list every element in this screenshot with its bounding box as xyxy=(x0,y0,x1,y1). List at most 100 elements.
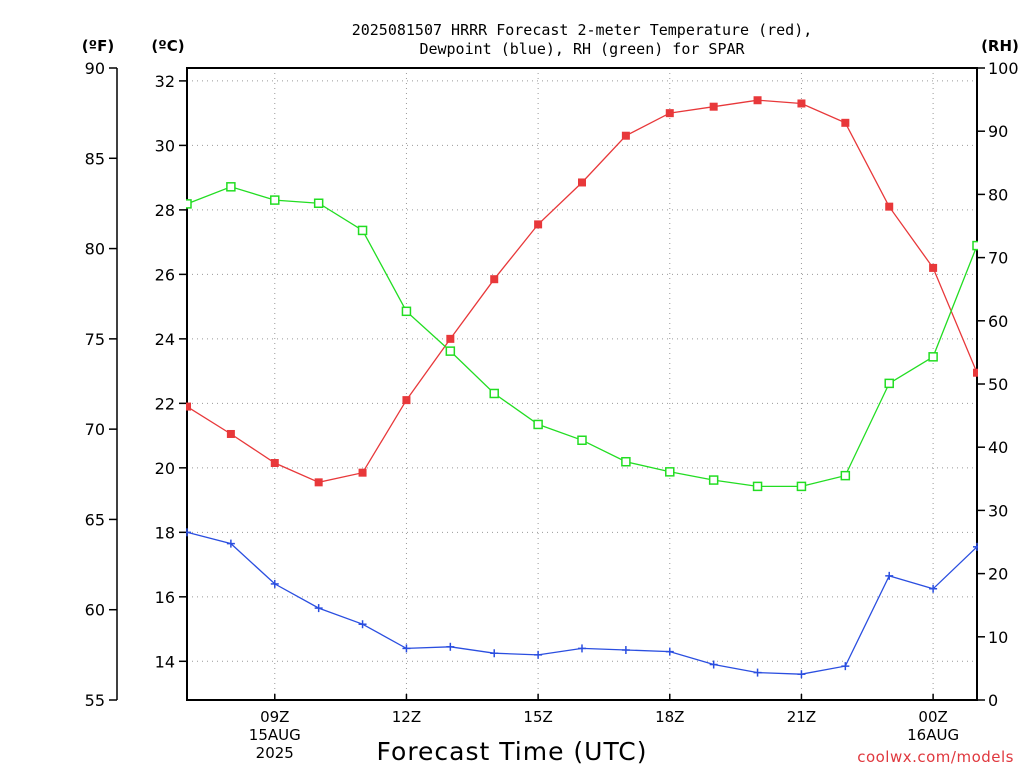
rh-tick-label: 20 xyxy=(988,565,1008,584)
rh-point xyxy=(226,182,236,192)
celsius-tick-label: 18 xyxy=(155,523,175,542)
dewpoint-point xyxy=(885,571,894,580)
x-tick-label: 16AUG xyxy=(907,726,959,744)
rh-tick-label: 10 xyxy=(988,628,1008,647)
fahrenheit-tick-label: 60 xyxy=(85,601,105,620)
rh-point xyxy=(533,419,543,430)
dewpoint-point xyxy=(534,650,543,659)
title-line-1: 2025081507 HRRR Forecast 2-meter Tempera… xyxy=(352,21,813,39)
celsius-unit-label: (ºC) xyxy=(151,37,184,55)
rh-tick-label: 100 xyxy=(988,59,1019,78)
rh-tick-label: 90 xyxy=(988,122,1008,141)
x-tick-label: 00Z xyxy=(918,708,947,726)
rh-point xyxy=(972,240,978,251)
dewpoint-point xyxy=(270,579,279,588)
fahrenheit-tick-label: 85 xyxy=(85,149,105,168)
temperature-point xyxy=(665,109,674,118)
dewpoint-point xyxy=(490,649,499,658)
rh-point xyxy=(840,470,851,481)
rh-point xyxy=(313,198,324,208)
fahrenheit-tick-label: 55 xyxy=(85,691,105,710)
temperature-point xyxy=(490,275,499,284)
fahrenheit-unit-label: (ºF) xyxy=(82,37,114,55)
x-tick-label: 15Z xyxy=(523,708,552,726)
celsius-tick-label: 28 xyxy=(155,201,175,220)
temperature-point xyxy=(186,402,191,411)
rh-tick-label: 80 xyxy=(988,185,1008,204)
temperature-point xyxy=(534,220,543,229)
celsius-tick-label: 24 xyxy=(155,330,175,349)
temperature-point xyxy=(358,468,367,477)
x-tick-label: 2025 xyxy=(256,744,294,762)
rh-point xyxy=(489,388,499,399)
temperature-point xyxy=(314,478,323,487)
dewpoint-line xyxy=(186,531,978,675)
temperature-point xyxy=(885,202,894,211)
rh-point xyxy=(928,352,938,362)
rh-point xyxy=(884,378,894,389)
temperature-point xyxy=(973,368,978,377)
fahrenheit-tick-label: 65 xyxy=(85,510,105,529)
data-series xyxy=(186,96,978,679)
rh-tick-label: 50 xyxy=(988,375,1008,394)
rh-unit-label: (RH) xyxy=(981,37,1019,55)
axes: 14 16 18 20 22 24 26 28 30 32 55 60 65 70 75 80 85 90 0 10 2… xyxy=(85,59,1019,762)
temperature-point xyxy=(446,334,455,343)
celsius-tick-label: 22 xyxy=(155,394,175,413)
rh-tick-label: 0 xyxy=(988,691,998,710)
x-tick-label: 21Z xyxy=(787,708,816,726)
rh-point xyxy=(577,435,587,445)
temperature-point xyxy=(402,396,411,405)
celsius-tick-label: 26 xyxy=(155,265,175,284)
rh-point xyxy=(665,467,675,477)
temperature-point xyxy=(753,96,762,105)
temperature-line xyxy=(186,99,978,483)
title-line-2: Dewpoint (blue), RH (green) for SPAR xyxy=(419,40,745,58)
rh-point xyxy=(752,481,763,492)
rh-point xyxy=(796,481,807,492)
celsius-tick-label: 32 xyxy=(155,72,175,91)
dewpoint-point xyxy=(226,539,235,548)
rh-tick-label: 40 xyxy=(988,438,1008,457)
dewpoint-point xyxy=(665,647,674,656)
celsius-tick-label: 20 xyxy=(155,459,175,478)
rh-point xyxy=(186,199,192,209)
temperature-point xyxy=(226,429,235,438)
x-tick-label: 12Z xyxy=(392,708,421,726)
series-clip-group xyxy=(186,96,978,679)
dewpoint-point xyxy=(841,662,850,671)
dewpoint-point xyxy=(186,528,191,537)
fahrenheit-tick-label: 70 xyxy=(85,420,105,439)
rh-tick-label: 30 xyxy=(988,501,1008,520)
dewpoint-point xyxy=(753,668,762,677)
celsius-tick-label: 14 xyxy=(155,652,175,671)
x-tick-label: 18Z xyxy=(655,708,684,726)
rh-point xyxy=(401,306,412,317)
temperature-point xyxy=(270,459,279,467)
fahrenheit-tick-label: 80 xyxy=(85,240,105,259)
dewpoint-point xyxy=(797,670,806,679)
rh-tick-label: 60 xyxy=(988,312,1008,331)
fahrenheit-tick-label: 75 xyxy=(85,330,105,349)
source-credit: coolwx.com/models xyxy=(857,748,1014,766)
celsius-tick-label: 16 xyxy=(155,588,175,607)
grid-lines xyxy=(187,68,977,700)
dewpoint-point xyxy=(446,642,455,651)
rh-point xyxy=(270,195,280,205)
plot-frame xyxy=(186,67,978,701)
chart-title: 2025081507 HRRR Forecast 2-meter Tempera… xyxy=(352,21,813,58)
rh-tick-label: 70 xyxy=(988,249,1008,268)
temperature-point xyxy=(709,102,718,111)
temperature-point xyxy=(578,178,586,187)
dewpoint-point xyxy=(621,646,630,655)
dewpoint-point xyxy=(402,644,411,653)
rh-point xyxy=(708,475,719,485)
temperature-point xyxy=(621,131,630,140)
dewpoint-point xyxy=(973,542,978,551)
temperature-point xyxy=(929,263,938,272)
dewpoint-point xyxy=(314,604,323,613)
x-axis-title: Forecast Time (UTC) xyxy=(377,737,648,766)
x-tick-label: 09Z xyxy=(260,708,289,726)
dewpoint-point xyxy=(709,660,718,669)
